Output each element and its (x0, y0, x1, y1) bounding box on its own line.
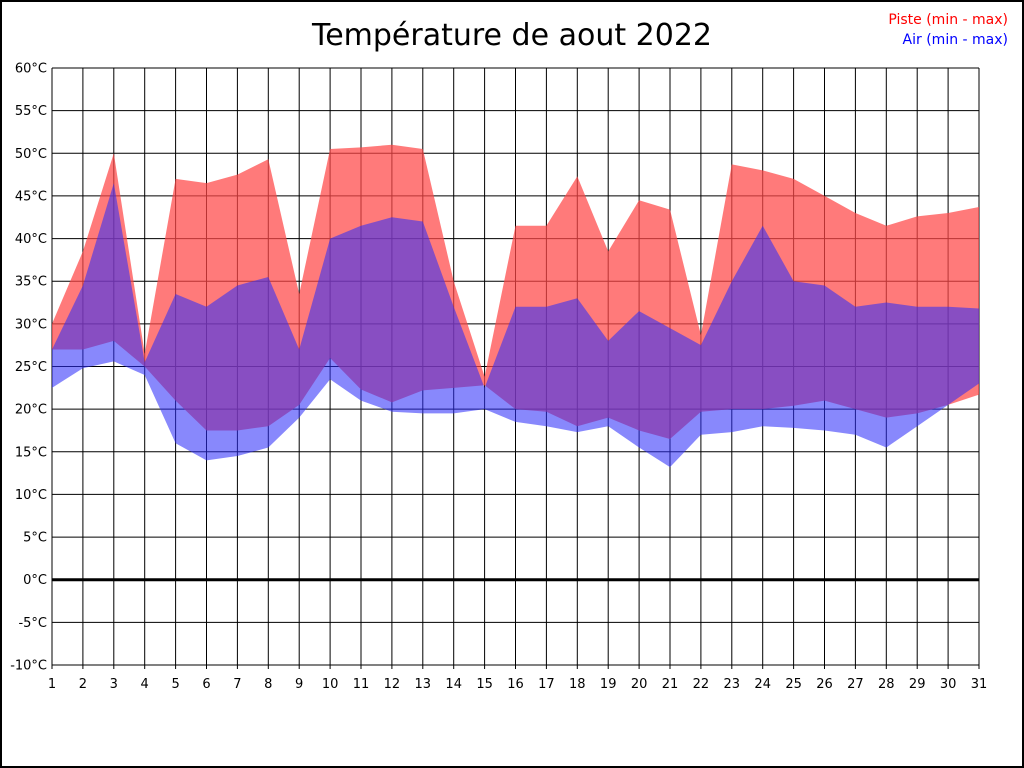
x-tick-label: 10 (322, 677, 339, 692)
y-tick-label: 25°C (15, 360, 47, 375)
y-tick-label: 0°C (23, 573, 47, 588)
y-tick-label: -5°C (18, 616, 47, 631)
x-tick-label: 21 (662, 677, 679, 692)
x-tick-label: 29 (909, 677, 926, 692)
y-tick-label: 45°C (15, 189, 47, 204)
y-tick-label: 55°C (15, 104, 47, 119)
legend-item-piste: Piste (min - max) (888, 12, 1008, 28)
x-tick-label: 31 (971, 677, 988, 692)
y-tick-label: 60°C (15, 62, 47, 77)
x-tick-label: 23 (724, 677, 741, 692)
y-tick-label: -10°C (10, 659, 47, 674)
x-tick-label: 24 (754, 677, 771, 692)
x-tick-label: 12 (384, 677, 401, 692)
x-tick-label: 9 (295, 677, 303, 692)
x-tick-label: 2 (79, 677, 87, 692)
x-tick-label: 11 (353, 677, 370, 692)
y-tick-label: 40°C (15, 232, 47, 247)
x-tick-label: 16 (507, 677, 524, 692)
x-tick-label: 13 (415, 677, 432, 692)
x-tick-label: 8 (264, 677, 272, 692)
y-tick-label: 35°C (15, 275, 47, 290)
x-tick-label: 14 (445, 677, 462, 692)
x-tick-label: 17 (538, 677, 555, 692)
x-tick-label: 1 (48, 677, 56, 692)
x-tick-label: 6 (202, 677, 210, 692)
x-tick-label: 22 (693, 677, 710, 692)
x-tick-label: 4 (141, 677, 149, 692)
x-tick-label: 19 (600, 677, 617, 692)
x-tick-label: 3 (110, 677, 118, 692)
x-tick-label: 15 (476, 677, 493, 692)
y-tick-label: 30°C (15, 317, 47, 332)
x-tick-label: 26 (816, 677, 833, 692)
x-tick-label: 20 (631, 677, 648, 692)
x-tick-label: 27 (847, 677, 864, 692)
x-tick-label: 18 (569, 677, 586, 692)
y-tick-label: 50°C (15, 147, 47, 162)
chart-title: Température de aout 2022 (311, 18, 712, 53)
y-tick-label: 15°C (15, 445, 47, 460)
y-tick-label: 20°C (15, 403, 47, 418)
y-tick-label: 5°C (23, 531, 47, 546)
x-tick-label: 7 (233, 677, 241, 692)
legend-item-air: Air (min - max) (902, 32, 1008, 48)
x-tick-label: 25 (785, 677, 802, 692)
legend: Piste (min - max) Air (min - max) (888, 10, 1008, 50)
x-tick-label: 28 (878, 677, 895, 692)
x-tick-label: 5 (171, 677, 179, 692)
x-tick-label: 30 (940, 677, 957, 692)
y-tick-label: 10°C (15, 488, 47, 503)
